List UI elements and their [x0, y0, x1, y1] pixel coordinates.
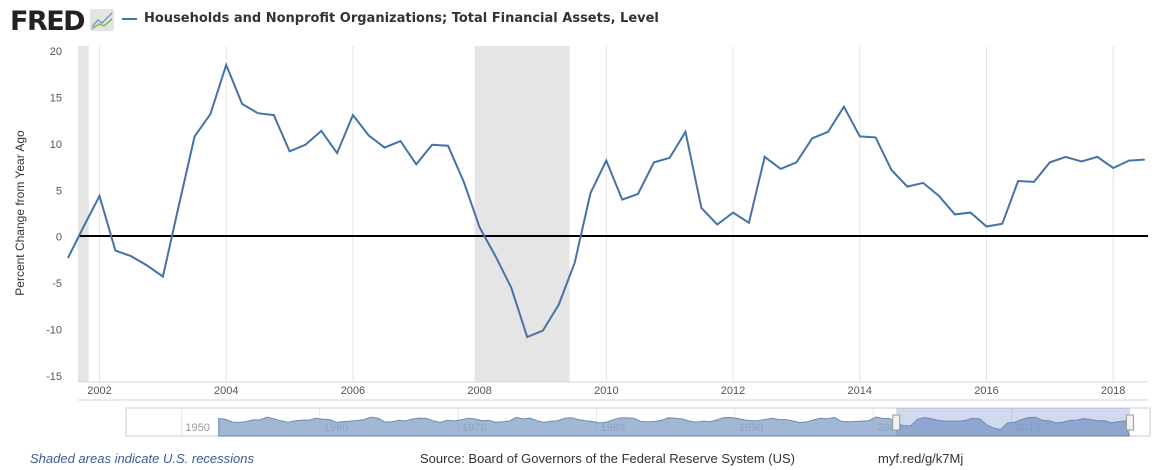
legend-swatch: [122, 17, 137, 20]
y-tick-label: 15: [50, 92, 62, 104]
x-tick-label: 2018: [1101, 385, 1125, 397]
chart: Percent Change from Year Ago 20 15 10 5 0 -5 -…: [13, 46, 1151, 437]
y-tick-label: 0: [56, 232, 62, 244]
x-tick-label: 2006: [341, 385, 365, 397]
x-tick-label: 2008: [467, 385, 491, 397]
y-tick-label: 5: [56, 185, 62, 197]
y-tick-label: 20: [50, 46, 62, 58]
short-url[interactable]: myf.red/g/k7Mj: [878, 451, 964, 466]
y-tick-label: -15: [46, 371, 62, 383]
source-text: Source: Board of Governors of the Federa…: [420, 451, 795, 466]
navigator-handle[interactable]: [1125, 414, 1134, 431]
recession-shade: [474, 46, 570, 382]
y-tick-label: 10: [50, 139, 62, 151]
navigator-handle[interactable]: [892, 414, 901, 431]
chart-logo-icon: [90, 9, 114, 31]
recession-note[interactable]: Shaded areas indicate U.S. recessions: [30, 451, 255, 466]
x-tick-label: 2014: [848, 385, 872, 397]
legend-item[interactable]: Households and Nonprofit Organizations; …: [122, 11, 659, 26]
x-tick-label: 2016: [974, 385, 998, 397]
navigator-series: [218, 416, 1130, 437]
series-title: Households and Nonprofit Organizations; …: [144, 11, 659, 26]
navigator[interactable]: 1950196019701980199020002010: [125, 407, 1151, 437]
series-line: [67, 61, 1145, 339]
recession-shade: [78, 46, 89, 382]
fred-logo[interactable]: FRED: [10, 6, 86, 37]
y-tick-label: -10: [46, 325, 62, 337]
navigator-label: 1950: [185, 422, 209, 434]
navigator-selection[interactable]: [896, 408, 1130, 436]
x-tick-label: 2010: [594, 385, 618, 397]
y-axis-label: Percent Change from Year Ago: [13, 130, 27, 296]
x-tick-label: 2004: [214, 385, 238, 397]
y-tick-label: -5: [52, 278, 62, 290]
x-tick-label: 2002: [87, 385, 111, 397]
x-tick-label: 2012: [721, 385, 745, 397]
